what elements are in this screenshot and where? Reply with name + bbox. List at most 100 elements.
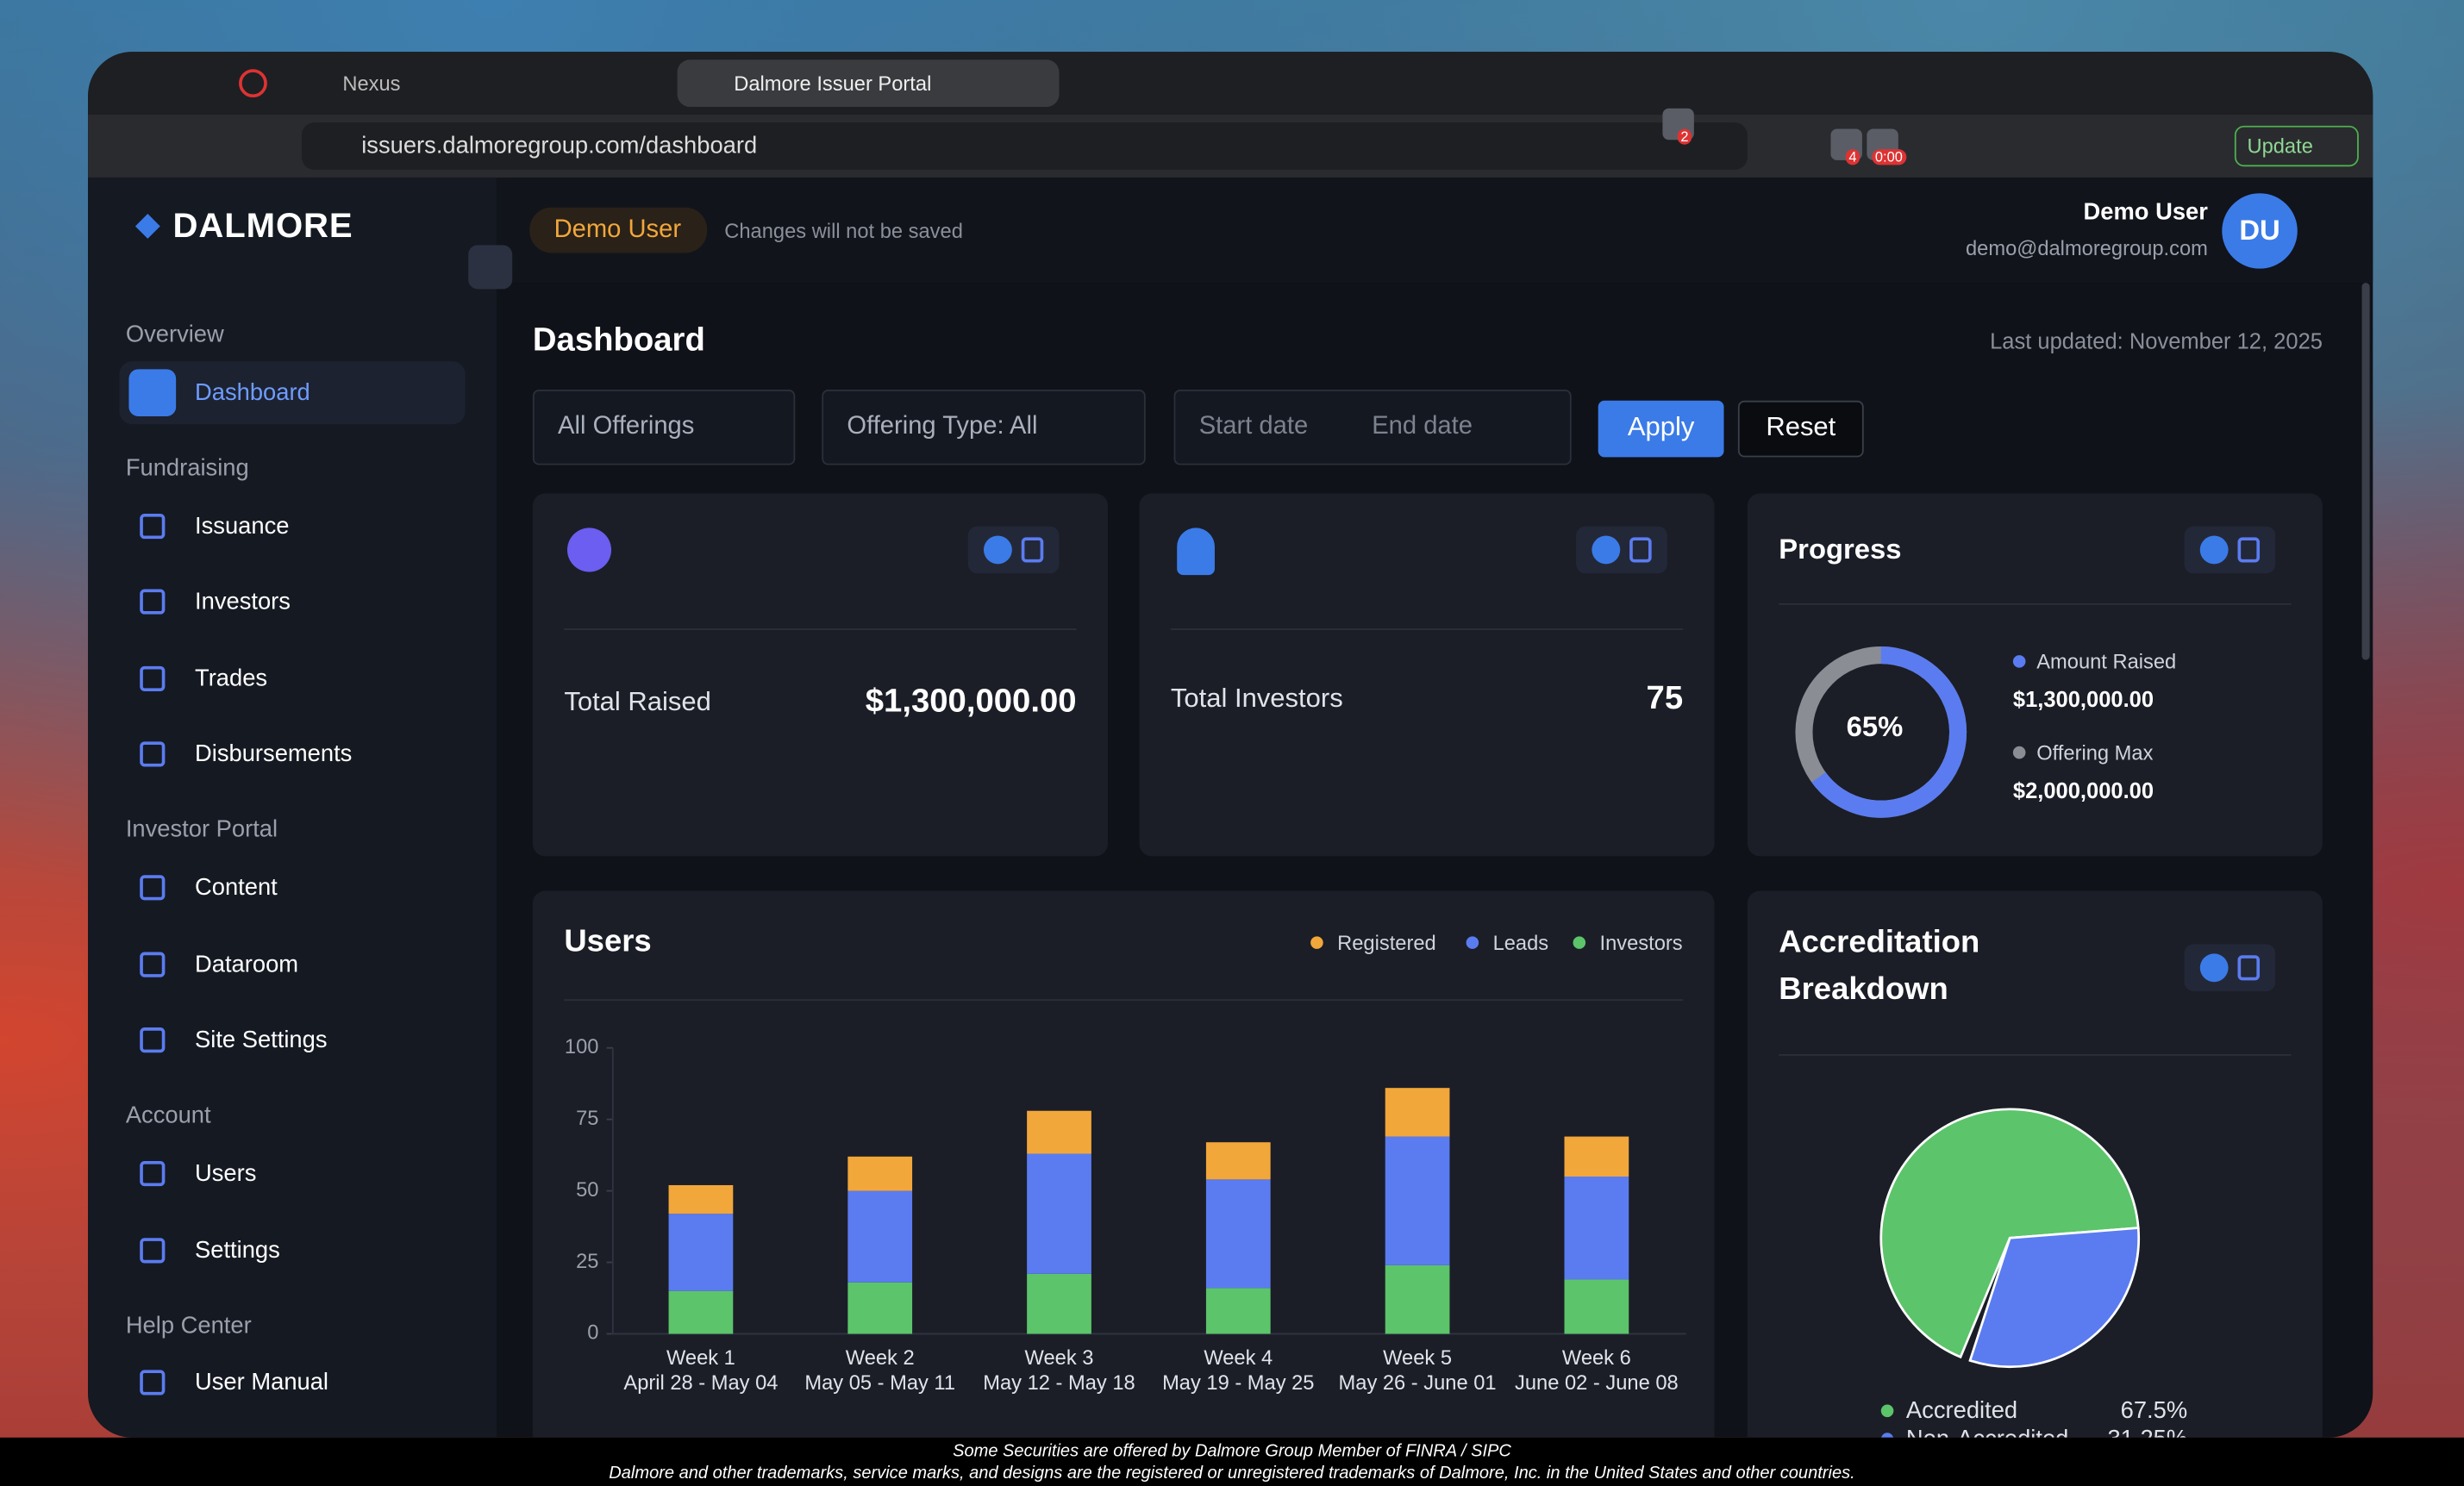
card-action [967,526,1060,574]
extension-badge: 4 [1845,149,1861,165]
chart-title: Accreditation Breakdown [1779,925,1980,1008]
nav-item[interactable]: Issuance [195,513,290,540]
legend-dot [2012,655,2026,668]
date-range[interactable] [1173,390,1572,465]
legend-amount: $1,300,000.00 [2012,686,2154,712]
url-field[interactable] [301,122,1748,170]
collapse-button[interactable] [468,245,513,290]
nav-item[interactable]: User Manual [195,1369,329,1396]
legend-value: 67.5% [2120,1397,2188,1425]
y-tick-label: 0 [587,1322,598,1345]
card-action [2184,526,2276,574]
nav-icon [140,875,166,901]
stat-label: Total Investors [1170,683,1343,714]
bar-segment [1385,1136,1450,1265]
y-tick-label: 50 [576,1179,598,1202]
calendar-icon[interactable] [2237,537,2261,563]
url: issuers.dalmoregroup.com/dashboard [361,133,758,160]
globe-icon[interactable] [1592,535,1621,565]
bar-segment [1027,1110,1091,1154]
scrollbar [2361,283,2370,660]
x-tick-date: June 02 - June 08 [1515,1372,1679,1395]
nav-item[interactable]: Settings [195,1237,280,1264]
bar-segment [1205,1179,1271,1289]
legend-dot [2012,746,2026,759]
bar-segment [847,1190,913,1283]
bar-segment [1205,1288,1271,1334]
nav-item[interactable]: Disbursements [195,740,353,768]
stat-value: 75 [1646,680,1684,717]
globe-icon[interactable] [2199,535,2229,565]
nav-item[interactable]: Trades [195,665,268,692]
avatar-initials: DU [2239,214,2280,247]
x-tick-date: May 19 - May 25 [1162,1372,1314,1395]
legend-label: Non-Accredited [1906,1426,2068,1438]
chart-title: Users [564,924,652,959]
apply-label: Apply [1627,411,1695,442]
x-tick-date: May 26 - June 01 [1339,1372,1497,1395]
bar-segment [668,1214,734,1291]
tab-title[interactable]: Nexus [342,71,401,96]
bar-segment [1564,1177,1629,1280]
nav-icon [128,369,177,417]
x-tick-label: Week 3 [1025,1347,1094,1370]
reset-label: Reset [1766,411,1836,442]
apply-button[interactable] [1598,400,1724,458]
calendar-icon[interactable] [1021,537,1044,563]
nav-icon [140,1027,166,1053]
sidebar-section-title: Account [125,1102,211,1129]
nav-icon [140,741,166,767]
legend-dot [1573,936,1586,949]
sidebar-section-title: Overview [125,321,224,348]
footer-line: Dalmore and other trademarks, service ma… [609,1464,1855,1483]
nav-item[interactable]: Investors [195,588,291,615]
y-tick-label: 100 [565,1036,599,1058]
legend-label: Amount Raised [2036,649,2177,674]
globe-icon[interactable] [984,535,1012,565]
nav-item[interactable]: Content [195,874,278,902]
avatar[interactable] [2222,193,2298,269]
tab-title[interactable]: Dalmore Issuer Portal [734,71,932,96]
date-start: Start date [1198,413,1309,440]
x-tick-date: May 12 - May 18 [983,1372,1135,1395]
card-action [2184,944,2276,992]
globe-icon[interactable] [2199,953,2229,983]
calendar-icon[interactable] [1629,537,1652,563]
legend-label: Investors [1599,930,1683,955]
card-action [1576,526,1667,574]
nav-icon [140,1370,166,1395]
nav-icon [140,1160,166,1187]
y-tick-label: 75 [576,1108,598,1130]
active-tab[interactable] [677,59,1060,107]
divider [564,628,1077,630]
filter-select[interactable] [822,390,1146,465]
nav-item[interactable]: Dataroom [195,951,299,978]
bar-segment [668,1184,734,1214]
update-button[interactable] [2234,125,2359,167]
calendar-icon[interactable] [2237,955,2261,981]
bar-segment [847,1156,913,1191]
nav-item[interactable]: Dashboard [195,379,310,407]
nav-item[interactable]: Site Settings [195,1027,328,1054]
demo-badge-label: Demo User [553,216,682,244]
x-tick-label: Week 1 [666,1347,735,1370]
nav-icon [140,514,166,540]
x-tick-label: Week 6 [1562,1347,1631,1370]
demo-note: Changes will not be saved [724,219,963,243]
divider [1779,603,2292,605]
legend-dot [1880,1433,1894,1438]
reset-button[interactable] [1737,400,1864,458]
filter-select[interactable] [532,390,796,465]
bar-segment [1385,1264,1450,1334]
sidebar-section-title: Investor Portal [125,815,278,843]
nav-item[interactable]: Users [195,1160,257,1188]
bar-segment [1205,1142,1271,1180]
demo-badge [529,207,708,253]
update-label: Update [2247,134,2313,159]
filter-label: All Offerings [558,413,695,440]
legend-dot [1880,1404,1894,1418]
filter-label: Offering Type: All [847,413,1038,440]
